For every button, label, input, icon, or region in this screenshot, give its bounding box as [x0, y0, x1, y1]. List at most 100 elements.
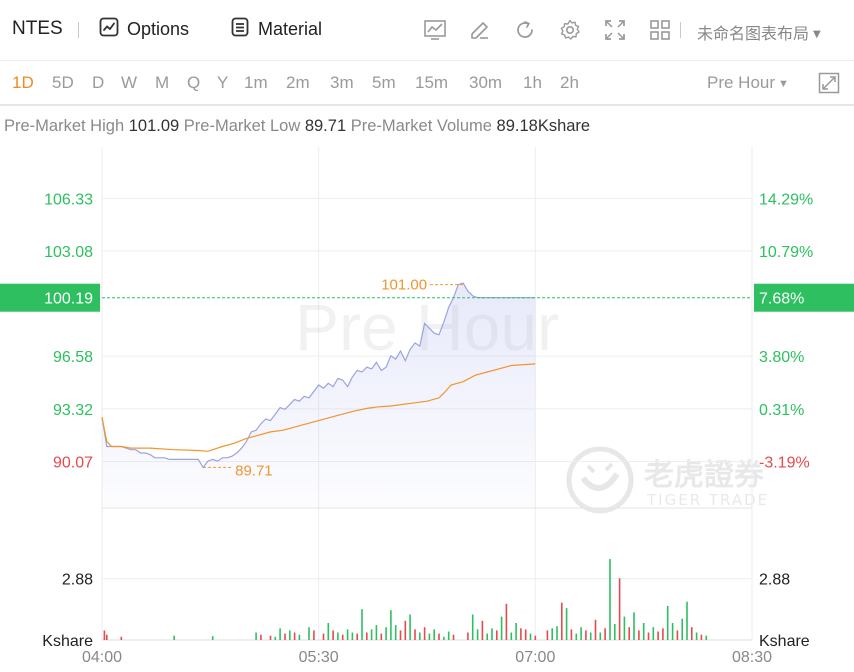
period-m[interactable]: M [155, 73, 170, 92]
volume-bar [510, 632, 513, 640]
ticker-symbol: NTES [12, 18, 63, 39]
period-1h[interactable]: 1h [523, 73, 542, 92]
volume-bar [120, 636, 123, 640]
volume-bar [327, 623, 330, 640]
volume-bar [337, 632, 339, 640]
volume-bar [671, 623, 674, 640]
premarket-volume-label: Pre-Market Volume [350, 117, 492, 135]
reset-icon[interactable] [502, 17, 547, 43]
expand-icon[interactable] [818, 72, 840, 94]
period-30m[interactable]: 30m [469, 73, 503, 92]
period-5m[interactable]: 5m [372, 73, 396, 92]
volume-bar [496, 630, 498, 640]
period-q[interactable]: Q [187, 73, 201, 92]
volume-bar [308, 627, 310, 640]
volume-bar [575, 633, 578, 640]
volume-bar [269, 635, 272, 640]
volume-bar [428, 633, 431, 640]
volume-bar [399, 630, 402, 640]
premarket-high-value: 101.09 [128, 117, 180, 135]
volume-bar [103, 630, 106, 640]
volume-bar [642, 623, 645, 640]
y-tick-left: 106.33 [44, 191, 93, 208]
period-1d[interactable]: 1D [12, 73, 34, 92]
premarket-low-label: Pre-Market Low [183, 117, 301, 135]
high-marker-label: 101.00 [381, 277, 427, 294]
volume-bar [467, 632, 469, 640]
price-area-fill [102, 283, 536, 508]
material-label: Material [258, 19, 323, 39]
last-price-badge [0, 283, 100, 312]
volume-bar [173, 635, 175, 640]
top-toolbar: NTES Options Material [0, 0, 854, 60]
volume-bar [423, 627, 426, 640]
period-1m[interactable]: 1m [244, 73, 268, 92]
volume-bar [556, 626, 558, 640]
options-chart-icon [99, 17, 119, 42]
period-3m[interactable]: 3m [330, 73, 354, 92]
volume-bar [471, 614, 474, 640]
volume-bar [534, 635, 537, 640]
price-line [101, 282, 536, 469]
volume-bar [500, 616, 503, 640]
volume-bar [356, 633, 358, 640]
session-selector[interactable]: Pre Hour ▼ [707, 73, 789, 93]
fullscreen-icon[interactable] [592, 17, 637, 43]
period-bar: 1D 5D D W M Q Y 1m 2m 3m 5m 15m 30m 1h 2… [0, 61, 854, 105]
period-5d[interactable]: 5D [52, 73, 74, 92]
volume-bar [705, 635, 708, 640]
y-tick-left: 103.08 [44, 244, 93, 261]
premarket-stats: Pre-Market High 101.09 Pre-Market Low 89… [4, 117, 590, 136]
grid-layout-icon[interactable] [637, 17, 682, 43]
y-tick-right: 14.29% [759, 191, 813, 208]
volume-tick-right: 2.88 [759, 572, 790, 589]
volume-bar [452, 634, 455, 640]
volume-bar [666, 605, 669, 640]
options-button[interactable]: Options [99, 17, 189, 42]
volume-bar [419, 632, 421, 640]
session-label: Pre Hour [707, 73, 776, 92]
volume-bar [375, 625, 378, 640]
chart-compare-icon[interactable] [412, 17, 457, 43]
volume-bar [561, 602, 563, 640]
period-y[interactable]: Y [217, 73, 229, 92]
volume-bar [491, 628, 493, 640]
draw-pen-icon[interactable] [457, 17, 502, 43]
volume-bar [409, 614, 411, 640]
volume-bar [681, 618, 683, 640]
volume-bar [370, 629, 373, 640]
period-d[interactable]: D [92, 73, 105, 92]
period-2h[interactable]: 2h [560, 73, 579, 92]
volume-bar [366, 632, 368, 640]
last-price-label: 100.19 [44, 291, 93, 308]
volume-bar [686, 601, 688, 640]
x-tick: 05:30 [299, 649, 339, 666]
volume-bar [614, 624, 616, 640]
material-button[interactable]: Material [230, 17, 322, 42]
period-15m[interactable]: 15m [415, 73, 449, 92]
volume-bar [652, 627, 655, 640]
layout-selector[interactable]: 未命名图表布局 ▼ [697, 20, 821, 44]
volume-bar [604, 628, 606, 640]
volume-bar [565, 608, 568, 640]
volume-bar [447, 631, 450, 640]
volume-bar [293, 632, 296, 640]
volume-bar [255, 632, 257, 640]
volume-bar [361, 609, 363, 640]
average-price-line [101, 363, 536, 452]
volume-bar [633, 612, 635, 640]
volume-bar [298, 634, 301, 640]
period-w[interactable]: W [121, 73, 138, 92]
volume-bar [476, 629, 479, 640]
y-tick-right: 10.79% [759, 244, 813, 261]
toolbar-divider [78, 22, 79, 38]
intraday-chart[interactable]: 老虎證券 TIGER TRADE Pre Hour101.0089.71106.… [0, 140, 854, 672]
settings-gear-icon[interactable] [547, 17, 592, 43]
volume-bar [289, 630, 291, 640]
low-marker-label: 89.71 [235, 462, 273, 479]
period-2m[interactable]: 2m [286, 73, 310, 92]
volume-bar [106, 634, 108, 640]
volume-bar [589, 632, 592, 640]
volume-bar [647, 632, 650, 640]
divider [0, 104, 854, 106]
